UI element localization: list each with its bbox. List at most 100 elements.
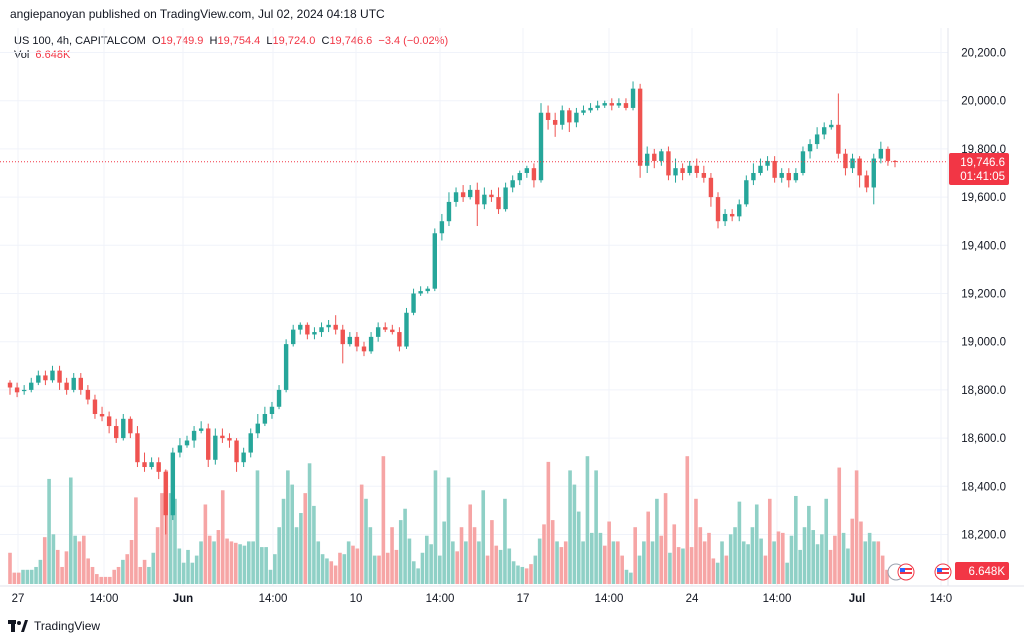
footer: TradingView <box>8 619 100 633</box>
candle-body <box>57 370 62 383</box>
candle-body <box>198 428 204 431</box>
volume-bar <box>724 555 729 584</box>
volume-bar <box>763 555 768 584</box>
candle-body <box>673 168 678 176</box>
volume-bar <box>585 456 590 584</box>
candle-body <box>645 153 650 166</box>
candle-body <box>305 324 310 335</box>
volume-bar <box>12 572 17 584</box>
volume-bar <box>225 538 229 584</box>
candle-body <box>121 418 126 439</box>
volume-bar <box>82 535 86 584</box>
volume-bar <box>77 541 82 584</box>
candle-body <box>786 173 791 181</box>
publish-caption: angiepanoyan published on TradingView.co… <box>10 7 385 21</box>
candle-body <box>220 435 225 439</box>
candle-body <box>404 312 409 347</box>
volume-bar <box>229 541 234 584</box>
candle-body <box>892 160 898 162</box>
volume-bar <box>507 548 512 584</box>
volume-bar <box>125 554 130 584</box>
y-tick-label: 20,000.0 <box>961 96 1006 108</box>
volume-bar <box>529 564 533 584</box>
volume-bar <box>824 498 829 584</box>
volume-bar <box>359 484 364 584</box>
volume-bar <box>129 539 134 584</box>
y-tick-label: 18,200.0 <box>961 530 1006 542</box>
volume-bar <box>767 498 772 584</box>
candle-body <box>213 435 218 460</box>
x-tick-label: 17 <box>517 593 530 605</box>
candle-body <box>375 327 381 337</box>
volume-bar <box>446 477 451 584</box>
volume-bar <box>385 552 390 584</box>
candle-body <box>567 110 572 123</box>
candle-body <box>85 389 91 400</box>
close-value: 19,746.6 <box>329 35 373 47</box>
countdown-text: 01:41:05 <box>960 171 1005 183</box>
volume-bar <box>16 572 21 584</box>
event-icons <box>887 563 952 581</box>
volume-bar <box>611 541 616 584</box>
volume-bar <box>316 541 321 584</box>
x-tick-label: 24 <box>686 593 699 605</box>
candle-body <box>347 336 353 345</box>
y-tick-label: 19,400.0 <box>961 240 1006 252</box>
candle-body <box>722 213 728 222</box>
volume-bar <box>741 541 746 584</box>
volume-bar <box>411 561 416 584</box>
candle-body <box>14 387 20 393</box>
volume-bar <box>268 569 273 584</box>
volume-bar <box>464 541 468 584</box>
footer-brand[interactable]: TradingView <box>34 619 101 633</box>
volume-bar <box>207 535 212 584</box>
volume-bar <box>394 549 399 584</box>
volume-bar <box>794 495 798 584</box>
y-tick-label: 20,200.0 <box>961 48 1006 60</box>
y-tick-label: 19,000.0 <box>961 337 1006 349</box>
candle-body <box>460 192 466 198</box>
candle-body <box>184 440 190 446</box>
candle-body <box>510 180 515 188</box>
volume-bar <box>750 527 755 584</box>
candle-body <box>814 134 820 145</box>
candle-body <box>177 445 183 453</box>
volume-bar <box>312 505 316 584</box>
candle-body <box>666 151 671 176</box>
candle-body <box>729 213 735 217</box>
volume-bar <box>550 520 555 584</box>
change-value: −3.4 (−0.02%) <box>378 35 449 47</box>
volume-bar <box>785 562 789 584</box>
volume-badge-text: 6.648K <box>969 566 1006 578</box>
volume-bar <box>733 527 737 584</box>
volume-bar <box>811 530 815 584</box>
volume-bar <box>737 501 742 584</box>
volume-bar <box>846 548 850 584</box>
volume-bar <box>837 467 842 584</box>
volume-bar <box>151 552 156 584</box>
candle-body <box>283 344 289 390</box>
candle-body <box>737 204 742 217</box>
volume-bar <box>807 505 811 584</box>
volume-bar <box>655 498 659 584</box>
volume-bar <box>199 541 203 584</box>
volume-bar <box>468 504 473 584</box>
volume-bar <box>728 534 733 584</box>
symbol-name[interactable]: US 100, 4h, CAPITALCOM <box>14 35 146 47</box>
volume-bar <box>455 551 459 584</box>
volume-bar <box>281 498 286 584</box>
candle-body <box>92 399 98 414</box>
candle-body <box>453 192 459 202</box>
candle-body <box>475 189 480 205</box>
x-tick-label: 14:00 <box>90 593 119 605</box>
y-tick-label: 19,200.0 <box>961 289 1006 301</box>
volume-bar <box>433 470 438 584</box>
candle-body <box>291 329 296 345</box>
volume-bar <box>798 549 802 584</box>
candle-body <box>524 168 530 173</box>
volume-bar <box>168 493 173 584</box>
candle-body <box>411 293 416 313</box>
volume-bars <box>8 456 889 584</box>
volume-bar <box>833 535 837 584</box>
